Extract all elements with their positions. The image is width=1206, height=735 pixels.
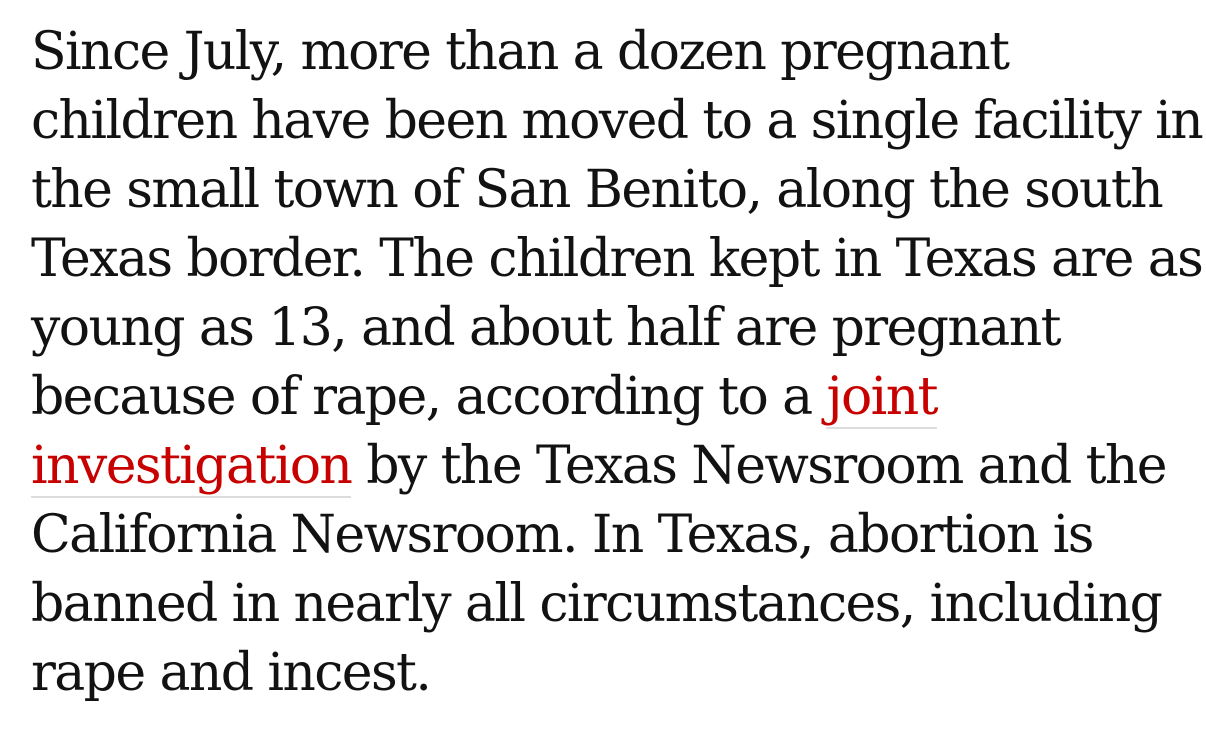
- paragraph-line-with-link: investigation by the Texas Newsroom and …: [31, 432, 1181, 501]
- paragraph-line: children have been moved to a single fac…: [31, 91, 1204, 151]
- paragraph-line: young as 13, and about half are pregnant: [31, 298, 1061, 358]
- paragraph-line-with-link: because of rape, according to a joint: [31, 363, 1181, 432]
- paragraph-line: Texas border. The children kept in Texas…: [31, 229, 1204, 289]
- paragraph-line: California Newsroom. In Texas, abortion …: [31, 505, 1095, 565]
- paragraph-line: banned in nearly all circumstances, incl…: [31, 574, 1163, 634]
- paragraph-text-segment: by the Texas Newsroom and the: [351, 436, 1167, 496]
- paragraph-text-segment: because of rape, according to a: [31, 367, 827, 427]
- joint-investigation-link-part2[interactable]: investigation: [31, 436, 353, 498]
- joint-investigation-link-part1[interactable]: joint: [826, 367, 938, 429]
- paragraph-line: the small town of San Benito, along the …: [31, 160, 1164, 220]
- paragraph-line: rape and incest.: [31, 643, 432, 703]
- paragraph-line: Since July, more than a dozen pregnant: [31, 22, 1010, 82]
- article-paragraph: Since July, more than a dozen pregnant c…: [31, 18, 1204, 708]
